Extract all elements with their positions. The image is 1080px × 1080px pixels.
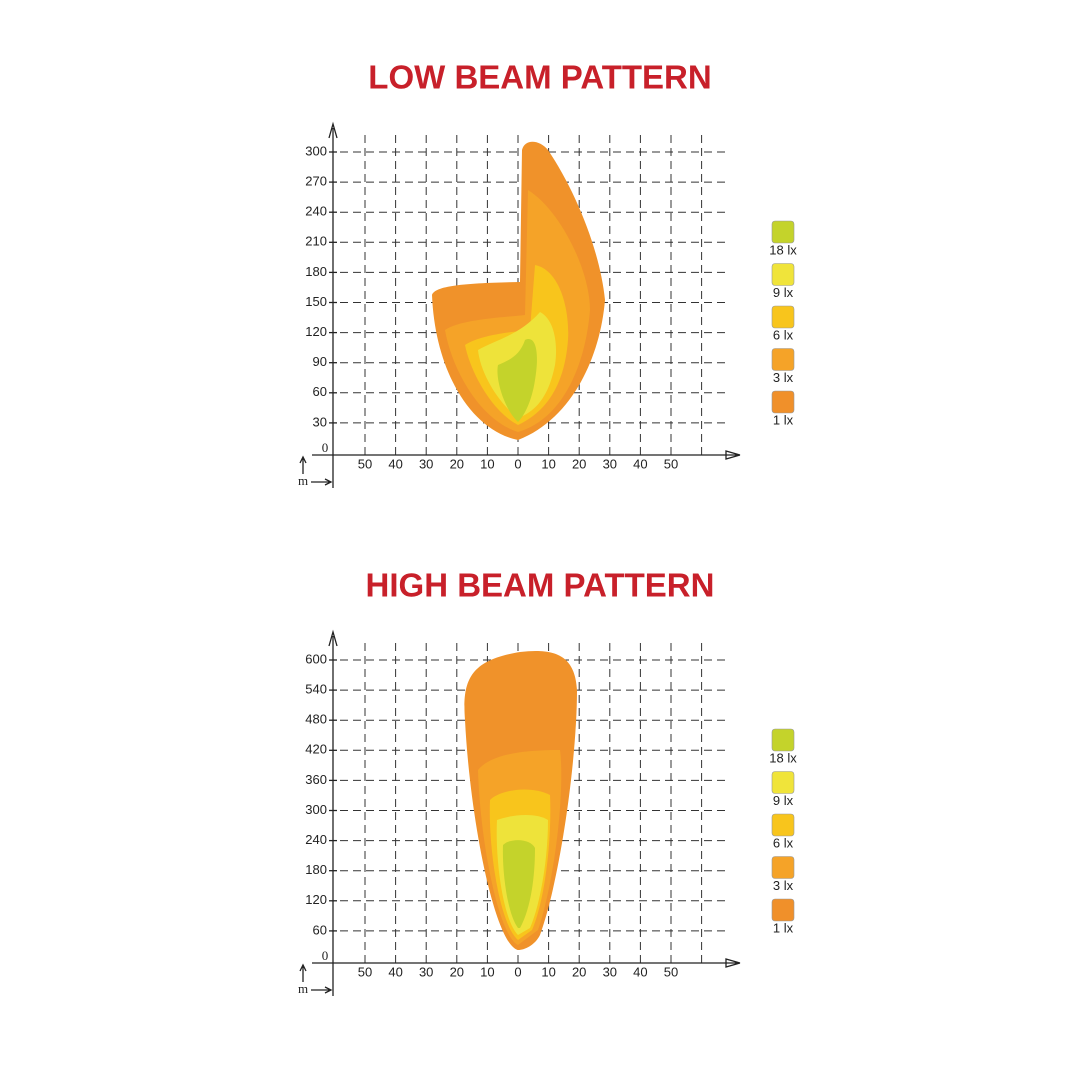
legend-label: 18 lx <box>769 242 797 257</box>
y-tick-label: 180 <box>305 862 327 877</box>
legend-label: 18 lx <box>769 750 797 765</box>
y-tick-label: 210 <box>305 234 327 249</box>
legend-swatch <box>771 220 795 244</box>
x-tick-label: 50 <box>664 964 678 979</box>
x-tick-label: 20 <box>450 456 464 471</box>
origin-label: 0 <box>322 440 329 455</box>
y-tick-label: 300 <box>305 802 327 817</box>
x-tick-label: 50 <box>358 964 372 979</box>
y-tick-label: 120 <box>305 324 327 339</box>
legend-label: 3 lx <box>773 370 794 385</box>
legend-label: 9 lx <box>773 793 794 808</box>
origin-label: 0 <box>322 948 329 963</box>
unit-arrows <box>299 455 333 486</box>
legend-label: 3 lx <box>773 878 794 893</box>
legend-swatch <box>771 813 795 837</box>
y-tick-label: 240 <box>305 204 327 219</box>
x-tick-label: 40 <box>388 964 402 979</box>
low-beam-shape <box>432 141 605 440</box>
unit-label: m <box>298 473 308 488</box>
y-tick-label: 480 <box>305 712 327 727</box>
legend-label: 6 lx <box>773 327 794 342</box>
x-tick-label: 50 <box>358 456 372 471</box>
y-tick-label: 150 <box>305 294 327 309</box>
legend-label: 6 lx <box>773 835 794 850</box>
legend-swatch <box>771 348 795 371</box>
y-tick-label: 60 <box>313 922 327 937</box>
legend-swatch <box>771 728 795 752</box>
y-tick-label: 360 <box>305 772 327 787</box>
x-tick-label: 50 <box>664 456 678 471</box>
legend-swatch <box>771 305 795 329</box>
legend-label: 9 lx <box>773 285 794 300</box>
y-axis <box>328 121 338 488</box>
high-beam-shape <box>464 650 577 950</box>
x-tick-label: 10 <box>541 456 555 471</box>
y-axis <box>328 629 338 996</box>
y-tick-label: 420 <box>305 742 327 757</box>
x-tick-label: 10 <box>541 964 555 979</box>
x-tick-label: 40 <box>388 456 402 471</box>
y-tick-label: 30 <box>313 414 327 429</box>
legend-swatch <box>771 856 795 879</box>
x-tick-label: 30 <box>603 456 617 471</box>
y-tick-label: 240 <box>305 832 327 847</box>
x-tick-label: 10 <box>480 456 494 471</box>
unit-label: m <box>298 981 308 996</box>
x-tick-label: 10 <box>480 964 494 979</box>
x-axis <box>312 958 741 968</box>
y-tick-label: 600 <box>305 651 327 666</box>
y-tick-label: 120 <box>305 892 327 907</box>
legend-label: 1 lx <box>773 920 794 935</box>
x-axis <box>312 450 741 460</box>
x-tick-label: 20 <box>572 456 586 471</box>
legend-swatch <box>771 771 795 794</box>
legend-swatch <box>771 898 795 922</box>
x-tick-label: 0 <box>514 456 521 471</box>
x-tick-label: 20 <box>572 964 586 979</box>
y-tick-label: 270 <box>305 174 327 189</box>
y-tick-label: 60 <box>313 384 327 399</box>
x-tick-label: 30 <box>419 456 433 471</box>
x-tick-label: 20 <box>450 964 464 979</box>
low-beam-panel: LOW BEAM PATTERN300270240210180150120906… <box>298 59 797 488</box>
panel-title: HIGH BEAM PATTERN <box>366 567 715 604</box>
x-tick-label: 30 <box>603 964 617 979</box>
legend-label: 1 lx <box>773 412 794 427</box>
x-tick-label: 40 <box>633 964 647 979</box>
y-tick-label: 300 <box>305 143 327 158</box>
high-beam-panel: HIGH BEAM PATTERN60054048042036030024018… <box>298 567 797 996</box>
y-tick-label: 540 <box>305 682 327 697</box>
x-tick-label: 40 <box>633 456 647 471</box>
y-tick-label: 90 <box>313 354 327 369</box>
x-tick-label: 30 <box>419 964 433 979</box>
unit-arrows <box>299 963 333 994</box>
legend-swatch <box>771 263 795 286</box>
y-tick-label: 180 <box>305 264 327 279</box>
legend-swatch <box>771 390 795 414</box>
panel-title: LOW BEAM PATTERN <box>368 59 711 96</box>
x-tick-label: 0 <box>514 964 521 979</box>
